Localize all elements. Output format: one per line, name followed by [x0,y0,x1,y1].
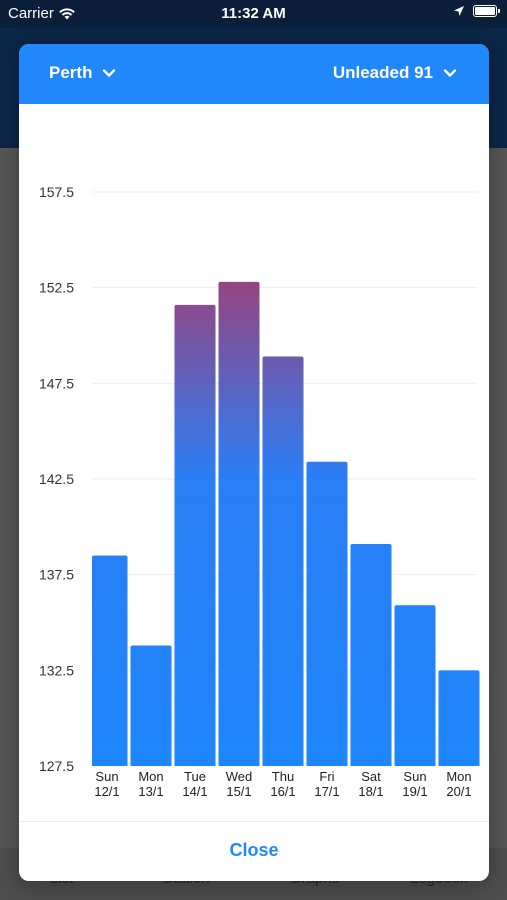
x-tick-day-label: Thu [272,769,294,784]
price-bar[interactable] [262,356,304,766]
x-tick-day-label: Sat [361,769,381,784]
battery-icon [473,5,500,17]
location-arrow-icon [454,6,464,16]
status-right [453,5,500,17]
price-bar[interactable] [218,281,260,766]
x-tick-day-label: Wed [226,769,253,784]
status-bar: Carrier 11:32 AM [0,0,507,28]
x-tick-day-label: Mon [446,769,471,784]
y-tick-label: 147.5 [39,375,74,391]
x-tick-date-label: 18/1 [358,784,383,799]
price-bar[interactable] [174,304,216,766]
x-tick-date-label: 12/1 [94,784,119,799]
price-bar[interactable] [394,605,436,766]
chevron-down-icon [443,69,457,77]
x-tick-day-label: Sun [403,769,426,784]
x-tick-date-label: 20/1 [446,784,471,799]
x-tick-day-label: Tue [184,769,206,784]
chevron-down-icon [103,69,116,77]
status-time: 11:32 AM [221,5,286,22]
price-bar[interactable] [438,670,480,766]
y-tick-label: 132.5 [39,662,74,678]
location-dropdown[interactable]: Perth [49,63,116,83]
fuel-type-label: Unleaded 91 [332,63,433,82]
location-label: Perth [49,63,93,82]
x-tick-date-label: 14/1 [182,784,207,799]
x-tick-date-label: 16/1 [270,784,295,799]
y-tick-label: 137.5 [39,567,74,583]
fuel-type-dropdown[interactable]: Unleaded 91 [333,63,457,83]
x-tick-day-label: Mon [138,769,163,784]
x-tick-day-label: Fri [319,769,334,784]
y-tick-label: 142.5 [39,471,74,487]
price-bar[interactable] [350,544,392,766]
modal-header: Perth Unleaded 91 [19,44,489,104]
x-tick-day-label: Sun [95,769,118,784]
close-button[interactable]: Close [229,840,279,860]
carrier-label: Carrier [8,5,54,22]
x-tick-date-label: 19/1 [402,784,427,799]
plot-left-mask [19,104,92,821]
price-bar-chart: 127.5132.5137.5142.5147.5152.5157.5Sun12… [19,104,480,821]
price-bar[interactable] [130,645,172,766]
x-tick-date-label: 15/1 [226,784,251,799]
modal-footer: Close [19,821,489,881]
y-tick-label: 157.5 [39,184,74,200]
y-tick-label: 127.5 [39,758,74,774]
price-bar[interactable] [92,555,128,766]
price-bar[interactable] [306,461,348,766]
x-tick-date-label: 13/1 [138,784,163,799]
carrier-group: Carrier [8,5,75,22]
wifi-icon [59,7,75,19]
price-graph-modal: Perth Unleaded 91 127.5 132.5 137.5 142.5 14… [19,44,489,881]
x-tick-date-label: 17/1 [314,784,339,799]
y-tick-label: 152.5 [39,280,74,296]
